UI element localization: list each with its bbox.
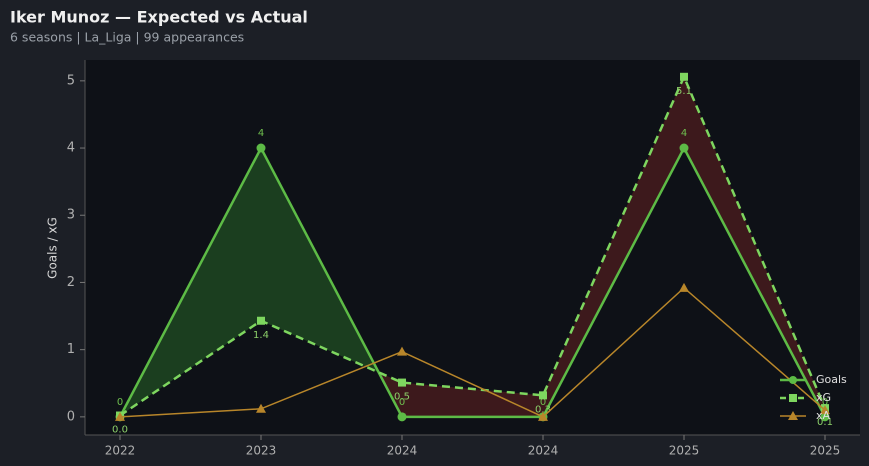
diff-fill — [543, 76, 684, 417]
legend-label: xA — [816, 409, 831, 422]
marker — [539, 391, 547, 400]
marker — [257, 316, 265, 325]
y-tick-label: 4 — [67, 141, 75, 156]
data-label: 1.4 — [253, 330, 269, 341]
marker — [679, 282, 689, 292]
series-line — [119, 73, 827, 417]
legend-label: Goals — [816, 373, 847, 386]
marker — [256, 403, 266, 413]
data-label: 4 — [681, 128, 687, 139]
y-axis-label: Goals / xG — [46, 217, 60, 279]
series-line — [118, 145, 827, 419]
marker — [538, 411, 548, 421]
data-label: 0.1 — [817, 417, 833, 428]
data-label: 0 — [117, 397, 123, 408]
y-tick-label: 1 — [67, 342, 75, 357]
series-line — [119, 286, 826, 418]
legend-marker — [789, 376, 797, 384]
marker — [680, 72, 688, 81]
x-tick-label: 2025 — [669, 444, 700, 458]
marker — [820, 405, 830, 415]
legend-marker — [788, 411, 798, 420]
x-tick-label: 2025 — [810, 444, 841, 458]
marker — [256, 143, 266, 153]
marker — [397, 346, 407, 356]
data-label: 0.3 — [535, 404, 551, 415]
legend-marker — [789, 394, 797, 402]
data-label: 0 — [822, 397, 828, 408]
x-tick-label: 2022 — [105, 444, 136, 458]
data-label: 0 — [399, 397, 405, 408]
chart-title: Iker Munoz — Expected vs Actual — [10, 8, 308, 27]
marker — [679, 143, 689, 153]
diff-fill — [684, 76, 825, 417]
marker — [820, 412, 830, 422]
y-tick-label: 0 — [67, 409, 75, 424]
y-tick-label: 2 — [67, 275, 75, 290]
diff-fill — [402, 382, 543, 417]
marker — [115, 411, 125, 421]
marker — [398, 378, 406, 387]
x-tick-label: 2024 — [528, 444, 559, 458]
y-tick-label: 5 — [67, 73, 75, 88]
legend-label: xG — [816, 391, 831, 404]
data-label: 0.5 — [394, 392, 410, 403]
data-label: 5.1 — [676, 86, 692, 97]
data-label: 4 — [258, 128, 264, 139]
x-tick-label: 2023 — [246, 444, 277, 458]
data-label: 0 — [540, 397, 546, 408]
chart-subtitle: 6 seasons | La_Liga | 99 appearances — [10, 30, 244, 45]
marker — [397, 412, 407, 422]
data-label: 0.0 — [112, 425, 128, 436]
x-tick-label: 2024 — [387, 444, 418, 458]
y-tick-label: 3 — [67, 208, 75, 223]
